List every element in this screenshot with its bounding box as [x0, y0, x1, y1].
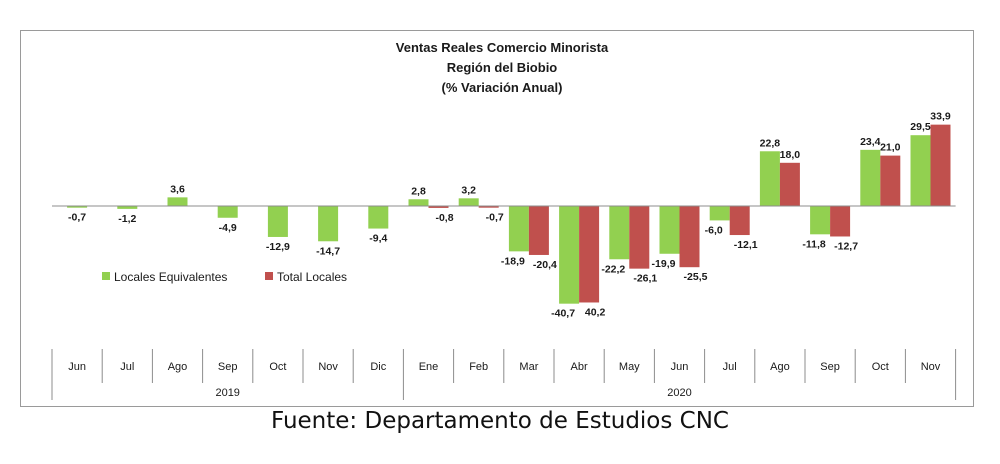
x-tick-label-7: Ene — [419, 361, 439, 373]
data-label-total-13: -12,1 — [734, 239, 758, 251]
bar-equivalentes-11 — [609, 206, 630, 260]
data-label-equivalentes-4: -12,9 — [266, 241, 290, 253]
bar-equivalentes-13 — [709, 206, 730, 221]
x-tick-label-15: Sep — [820, 361, 840, 373]
chart-subtitle-2: (% Variación Anual) — [442, 80, 563, 95]
x-tick-label-2: Ago — [168, 361, 188, 373]
x-tick-label-9: Mar — [519, 361, 538, 373]
data-label-equivalentes-12: -19,9 — [652, 258, 676, 270]
legend-label-0: Locales Equivalentes — [114, 270, 227, 284]
data-label-total-11: -26,1 — [633, 273, 657, 285]
data-label-total-16: 21,0 — [880, 142, 901, 154]
chart-frame — [20, 30, 974, 407]
bar-total-10 — [579, 206, 600, 303]
bar-equivalentes-8 — [458, 198, 479, 206]
legend-label-1: Total Locales — [277, 270, 347, 284]
data-label-total-9: -20,4 — [533, 259, 557, 271]
data-label-equivalentes-9: -18,9 — [501, 255, 525, 267]
legend-swatch-0 — [102, 272, 110, 280]
data-label-total-17: 33,9 — [930, 111, 951, 123]
data-label-equivalentes-11: -22,2 — [601, 263, 625, 275]
x-tick-label-6: Dic — [370, 361, 386, 373]
bar-total-8 — [478, 206, 499, 208]
x-tick-label-12: Jun — [671, 361, 689, 373]
data-label-equivalentes-2: 3,6 — [170, 183, 185, 195]
bar-total-17 — [930, 124, 951, 206]
bar-equivalentes-10 — [559, 206, 580, 304]
bar-total-12 — [679, 206, 700, 268]
x-tick-label-8: Feb — [469, 361, 488, 373]
chart-title: Ventas Reales Comercio Minorista — [396, 40, 609, 55]
data-label-total-15: -12,7 — [834, 240, 858, 252]
bar-total-15 — [830, 206, 851, 237]
x-tick-label-10: Abr — [571, 361, 588, 373]
x-tick-label-1: Jul — [120, 361, 134, 373]
x-tick-label-17: Nov — [921, 361, 941, 373]
bar-equivalentes-7 — [408, 199, 429, 206]
bar-equivalentes-1 — [117, 206, 138, 209]
bar-equivalentes-2 — [167, 197, 188, 206]
data-label-total-7: -0,8 — [435, 212, 453, 224]
x-tick-label-0: Jun — [68, 361, 86, 373]
data-label-equivalentes-13: -6,0 — [705, 224, 723, 236]
bar-equivalentes-17 — [910, 135, 931, 206]
x-tick-label-3: Sep — [218, 361, 238, 373]
data-label-total-8: -0,7 — [486, 212, 504, 224]
x-tick-label-11: May — [619, 361, 640, 373]
bar-total-16 — [880, 155, 901, 206]
data-label-equivalentes-16: 23,4 — [860, 136, 881, 148]
data-label-equivalentes-14: 22,8 — [760, 137, 781, 149]
x-tick-label-14: Ago — [770, 361, 790, 373]
bar-equivalentes-16 — [860, 149, 881, 206]
data-label-equivalentes-5: -14,7 — [316, 245, 340, 257]
bar-equivalentes-9 — [508, 206, 529, 252]
bar-equivalentes-3 — [217, 206, 238, 218]
year-label-2019: 2019 — [215, 387, 239, 399]
data-label-equivalentes-0: -0,7 — [68, 212, 86, 224]
data-label-total-14: 18,0 — [780, 149, 801, 161]
x-tick-label-16: Oct — [872, 361, 889, 373]
chart-subtitle: Región del Biobio — [447, 60, 558, 75]
bar-total-14 — [779, 162, 800, 206]
data-label-equivalentes-10: -40,7 — [551, 308, 575, 320]
bar-equivalentes-14 — [759, 151, 780, 206]
data-label-equivalentes-1: -1,2 — [118, 213, 136, 225]
x-tick-label-5: Nov — [318, 361, 338, 373]
source-note: Fuente: Departamento de Estudios CNC — [270, 408, 729, 434]
bar-equivalentes-5 — [318, 206, 339, 242]
data-label-equivalentes-6: -9,4 — [369, 233, 387, 245]
bar-total-9 — [528, 206, 549, 255]
year-label-2020: 2020 — [667, 387, 691, 399]
data-label-equivalentes-7: 2,8 — [411, 185, 426, 197]
data-label-equivalentes-17: 29,5 — [910, 121, 931, 133]
data-label-equivalentes-3: -4,9 — [219, 222, 237, 234]
bar-equivalentes-4 — [267, 206, 288, 237]
bar-total-7 — [428, 206, 449, 208]
bar-equivalentes-0 — [67, 206, 88, 208]
data-label-equivalentes-8: 3,2 — [461, 184, 476, 196]
data-label-equivalentes-15: -11,8 — [802, 238, 826, 250]
bar-equivalentes-15 — [810, 206, 831, 235]
data-label-total-10: 40,2 — [585, 306, 606, 318]
bar-total-13 — [729, 206, 750, 236]
data-label-total-12: -25,5 — [684, 271, 708, 283]
bar-equivalentes-12 — [659, 206, 680, 254]
bar-equivalentes-6 — [368, 206, 389, 229]
x-tick-label-4: Oct — [269, 361, 286, 373]
legend-swatch-1 — [265, 272, 273, 280]
x-tick-label-13: Jul — [723, 361, 737, 373]
bar-total-11 — [629, 206, 650, 269]
